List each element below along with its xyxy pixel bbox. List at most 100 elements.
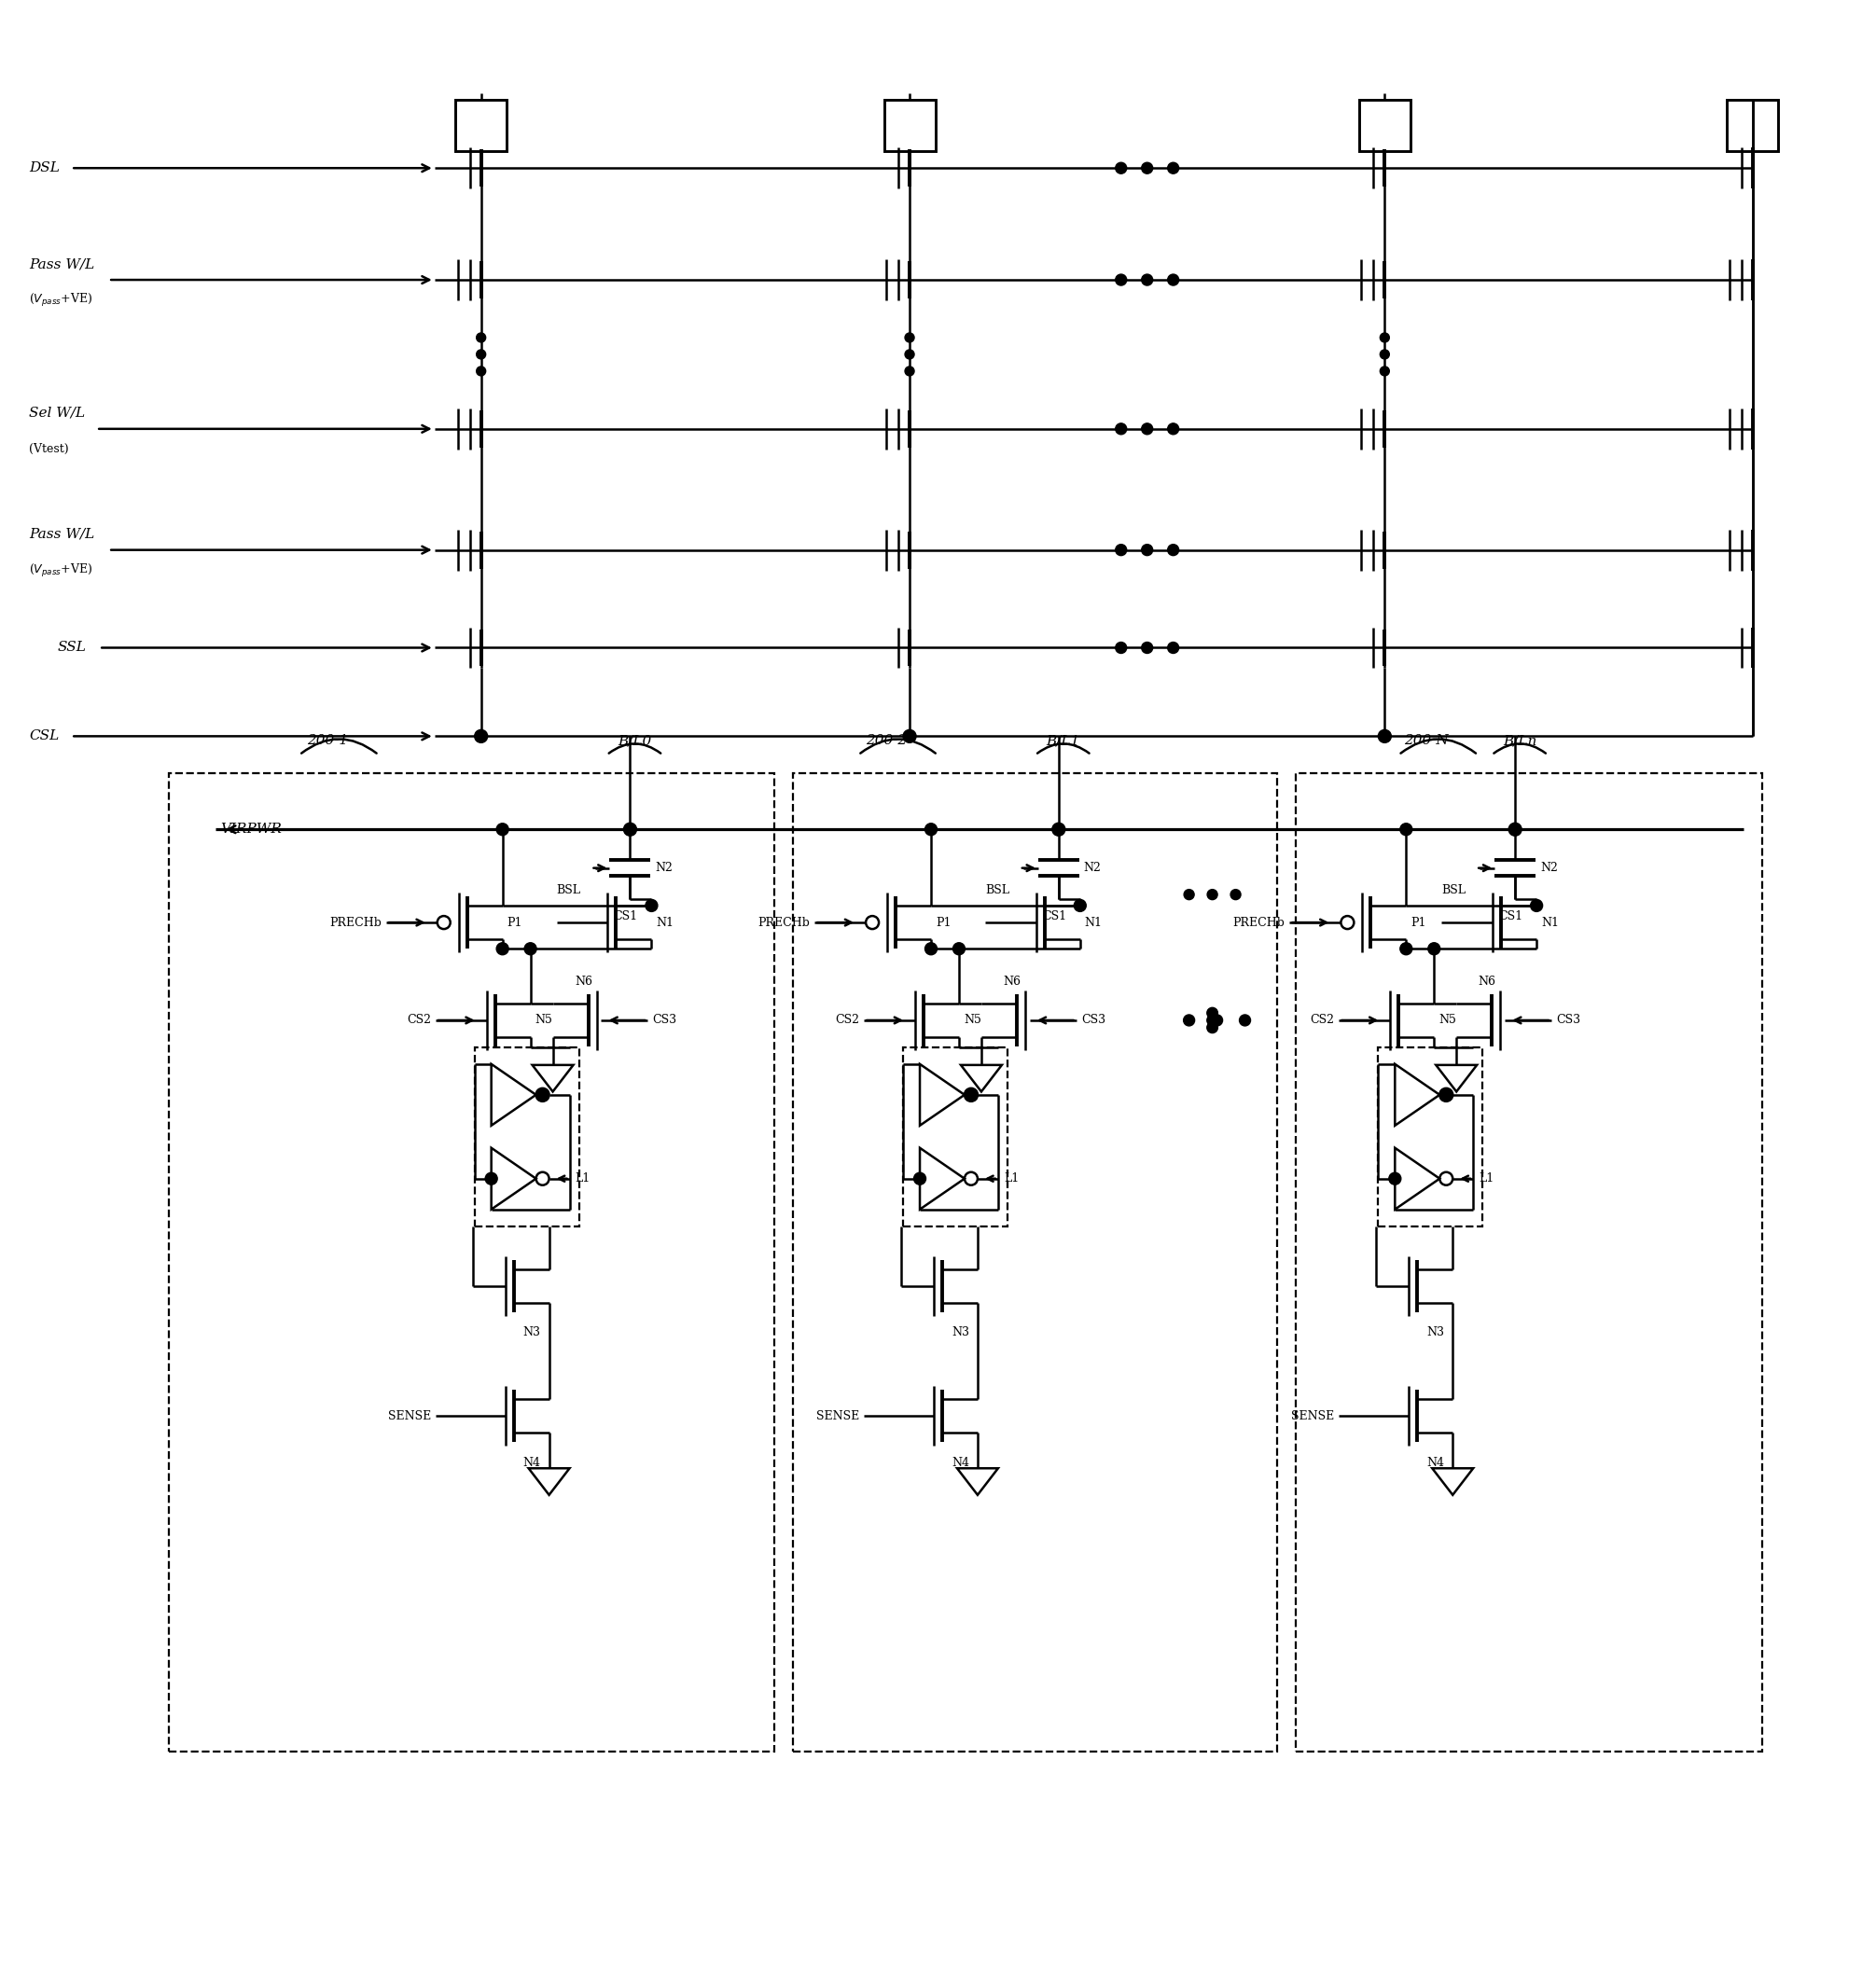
Circle shape bbox=[1167, 641, 1178, 653]
Circle shape bbox=[1184, 889, 1195, 899]
Circle shape bbox=[1167, 273, 1178, 285]
Text: CS2: CS2 bbox=[835, 1015, 859, 1027]
Text: N4: N4 bbox=[951, 1458, 970, 1469]
Circle shape bbox=[1116, 545, 1127, 555]
Circle shape bbox=[1208, 889, 1218, 899]
Circle shape bbox=[1116, 273, 1127, 285]
Bar bbox=[1726, 100, 1778, 151]
Circle shape bbox=[964, 1090, 977, 1102]
Circle shape bbox=[1212, 1015, 1223, 1027]
Circle shape bbox=[1184, 1015, 1195, 1027]
Text: PRECHb: PRECHb bbox=[1233, 917, 1285, 928]
Text: N3: N3 bbox=[951, 1326, 970, 1338]
Circle shape bbox=[1167, 423, 1178, 435]
Text: N2: N2 bbox=[655, 862, 673, 873]
Bar bbox=[456, 100, 507, 151]
Text: N5: N5 bbox=[964, 1015, 981, 1027]
Text: BSL: BSL bbox=[985, 883, 1009, 895]
Text: VIRPWR: VIRPWR bbox=[219, 822, 281, 836]
Bar bbox=[1379, 1046, 1482, 1225]
Circle shape bbox=[902, 730, 915, 744]
Circle shape bbox=[1167, 545, 1178, 555]
Text: N6: N6 bbox=[1478, 976, 1495, 987]
Circle shape bbox=[477, 332, 486, 342]
Circle shape bbox=[1142, 273, 1152, 285]
Text: CS1: CS1 bbox=[1499, 911, 1523, 923]
Circle shape bbox=[1116, 641, 1127, 653]
Circle shape bbox=[525, 942, 537, 954]
Text: CS2: CS2 bbox=[407, 1015, 431, 1027]
Bar bbox=[1296, 773, 1762, 1751]
Text: L1: L1 bbox=[1004, 1172, 1019, 1184]
Text: CSL: CSL bbox=[30, 730, 60, 744]
Circle shape bbox=[1116, 423, 1127, 435]
Circle shape bbox=[904, 350, 914, 360]
Circle shape bbox=[904, 332, 914, 342]
Circle shape bbox=[1206, 1015, 1218, 1025]
Bar bbox=[902, 1046, 1007, 1225]
Bar bbox=[884, 100, 936, 151]
Circle shape bbox=[1052, 822, 1066, 836]
Text: N2: N2 bbox=[1084, 862, 1101, 873]
Text: B/Ln: B/Ln bbox=[1503, 734, 1536, 747]
Text: Pass W/L: Pass W/L bbox=[30, 258, 96, 271]
Circle shape bbox=[645, 899, 658, 911]
Circle shape bbox=[925, 942, 938, 954]
Text: PRECHb: PRECHb bbox=[758, 917, 810, 928]
Text: P1: P1 bbox=[507, 917, 523, 928]
Text: B/L0: B/L0 bbox=[617, 734, 651, 747]
Text: CS1: CS1 bbox=[613, 911, 638, 923]
Text: N6: N6 bbox=[574, 976, 593, 987]
Text: 200-1: 200-1 bbox=[308, 734, 347, 747]
Circle shape bbox=[623, 822, 636, 836]
Text: SENSE: SENSE bbox=[816, 1410, 859, 1422]
Circle shape bbox=[1388, 1172, 1401, 1184]
Circle shape bbox=[1142, 163, 1152, 173]
Circle shape bbox=[1240, 1015, 1251, 1027]
Text: N4: N4 bbox=[1426, 1458, 1445, 1469]
Circle shape bbox=[1508, 822, 1521, 836]
Text: N3: N3 bbox=[1426, 1326, 1445, 1338]
Circle shape bbox=[1399, 824, 1413, 836]
Circle shape bbox=[486, 1172, 497, 1184]
Text: BSL: BSL bbox=[1441, 883, 1465, 895]
Text: N1: N1 bbox=[1084, 917, 1103, 928]
Circle shape bbox=[1142, 423, 1152, 435]
Circle shape bbox=[953, 942, 964, 954]
Circle shape bbox=[1441, 1090, 1452, 1102]
Circle shape bbox=[477, 366, 486, 376]
Text: N5: N5 bbox=[535, 1015, 553, 1027]
Text: (Vtest): (Vtest) bbox=[30, 443, 69, 456]
Text: N1: N1 bbox=[1542, 917, 1559, 928]
Text: P1: P1 bbox=[1411, 917, 1426, 928]
Circle shape bbox=[1381, 350, 1390, 360]
Text: 200-N: 200-N bbox=[1405, 734, 1448, 747]
Bar bbox=[169, 773, 775, 1751]
Circle shape bbox=[1231, 889, 1240, 899]
Text: DSL: DSL bbox=[30, 161, 60, 175]
Circle shape bbox=[1379, 730, 1392, 744]
Circle shape bbox=[497, 942, 508, 954]
Text: N6: N6 bbox=[1004, 976, 1021, 987]
Text: ($V_{pass}$+VE): ($V_{pass}$+VE) bbox=[30, 291, 94, 309]
Text: CS3: CS3 bbox=[1081, 1015, 1105, 1027]
Text: PRECHb: PRECHb bbox=[330, 917, 381, 928]
Circle shape bbox=[1142, 641, 1152, 653]
Circle shape bbox=[475, 730, 488, 744]
Text: SENSE: SENSE bbox=[1291, 1410, 1334, 1422]
Circle shape bbox=[1142, 545, 1152, 555]
Text: ($V_{pass}$+VE): ($V_{pass}$+VE) bbox=[30, 563, 94, 578]
Text: CS1: CS1 bbox=[1041, 911, 1066, 923]
Circle shape bbox=[1531, 899, 1542, 911]
Text: L1: L1 bbox=[1478, 1172, 1493, 1184]
Text: Pass W/L: Pass W/L bbox=[30, 527, 96, 541]
Text: SSL: SSL bbox=[56, 641, 86, 655]
Bar bbox=[1358, 100, 1411, 151]
Text: N4: N4 bbox=[523, 1458, 540, 1469]
Bar bbox=[794, 773, 1278, 1751]
Circle shape bbox=[1381, 332, 1390, 342]
Circle shape bbox=[1399, 942, 1413, 954]
Text: CS3: CS3 bbox=[1555, 1015, 1580, 1027]
Text: BSL: BSL bbox=[557, 883, 582, 895]
Circle shape bbox=[925, 824, 938, 836]
